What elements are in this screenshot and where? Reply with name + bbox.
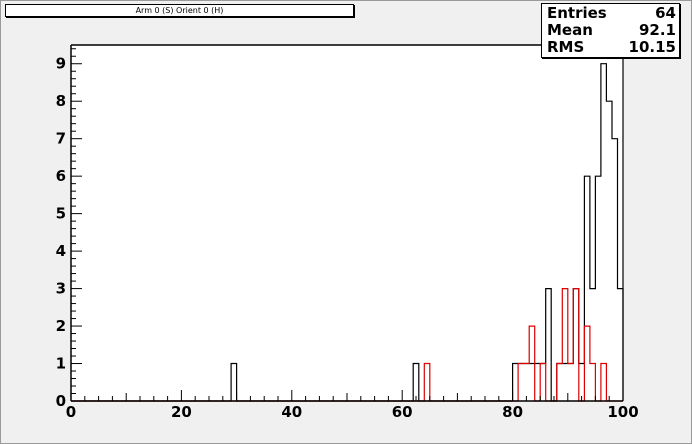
axes-layer: 0 20 40 60 80 100 0 1 2 3 4 5 6 7 8 9 xyxy=(56,44,639,421)
y-tick-label-6: 6 xyxy=(56,167,66,185)
y-tick-label-4: 4 xyxy=(56,242,66,260)
y-tick-label-0: 0 xyxy=(56,392,66,410)
x-tick-label-3: 60 xyxy=(392,403,413,421)
stat-row-mean: Mean 92.1 xyxy=(547,22,676,39)
y-tick-label-5: 5 xyxy=(56,205,66,223)
statistics-box: Entries 64 Mean 92.1 RMS 10.15 xyxy=(541,3,680,58)
stat-label-entries: Entries xyxy=(547,4,607,22)
plot-area xyxy=(71,45,623,401)
y-tick-label-3: 3 xyxy=(56,280,66,298)
stat-value-mean: 92.1 xyxy=(638,21,676,39)
x-tick-label-0: 0 xyxy=(66,403,76,421)
stat-label-rms: RMS xyxy=(547,38,585,56)
y-tick-label-1: 1 xyxy=(56,355,66,373)
histogram-title: Arm 0 (S) Orient 0 (H) xyxy=(135,6,224,15)
stat-value-rms: 10.15 xyxy=(628,38,676,56)
stat-row-entries: Entries 64 xyxy=(547,5,676,22)
y-tick-label-8: 8 xyxy=(56,92,66,110)
histogram-title-box: Arm 0 (S) Orient 0 (H) xyxy=(5,4,354,17)
y-tick-label-2: 2 xyxy=(56,317,66,335)
x-tick-label-2: 40 xyxy=(281,403,302,421)
x-tick-label-4: 80 xyxy=(502,403,523,421)
y-tick-label-9: 9 xyxy=(56,55,66,73)
stat-row-rms: RMS 10.15 xyxy=(547,39,676,56)
x-tick-label-1: 20 xyxy=(171,403,192,421)
y-tick-label-7: 7 xyxy=(56,130,66,148)
stat-label-mean: Mean xyxy=(547,21,593,39)
stat-value-entries: 64 xyxy=(655,4,676,22)
x-tick-label-5: 100 xyxy=(607,403,638,421)
